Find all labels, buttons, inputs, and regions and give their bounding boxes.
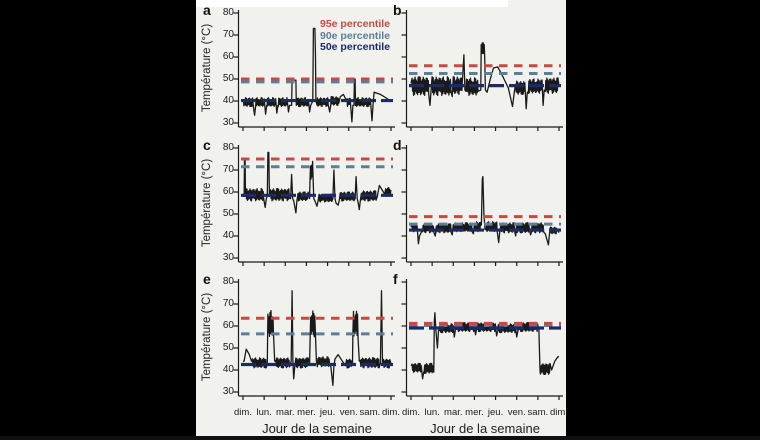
x-tick-label: lun. bbox=[256, 407, 272, 418]
panel-d-series bbox=[410, 175, 560, 246]
panel-b-series bbox=[410, 42, 560, 110]
panel-label-c: c bbox=[203, 137, 211, 153]
y-tick-label: 50 bbox=[222, 342, 234, 353]
panel-label-f: f bbox=[393, 271, 398, 287]
y-tick-label: 70 bbox=[222, 298, 234, 309]
left-black-bar bbox=[0, 0, 196, 440]
x-tick-label: sam. bbox=[527, 407, 549, 418]
x-tick-label: sam. bbox=[359, 407, 381, 418]
y-tick-label: 30 bbox=[222, 117, 234, 128]
x-tick-label: dim. bbox=[234, 407, 252, 418]
y-tick-label: 30 bbox=[222, 252, 234, 263]
x-tick-label: mar. bbox=[276, 407, 295, 418]
y-tick-label: 40 bbox=[222, 230, 234, 241]
x-axis-label-left: Jour de la semaine bbox=[262, 421, 372, 436]
y-tick-label: 80 bbox=[222, 276, 234, 287]
x-axis-label-right: Jour de la semaine bbox=[430, 421, 540, 436]
panel-label-a: a bbox=[203, 2, 211, 18]
panel-label-b: b bbox=[393, 2, 402, 18]
y-tick-label: 70 bbox=[222, 164, 234, 175]
x-tick-label: jeu. bbox=[487, 407, 504, 418]
y-tick-label: 70 bbox=[222, 29, 234, 40]
y-tick-label: 40 bbox=[222, 95, 234, 106]
y-tick-label: 40 bbox=[222, 364, 234, 375]
y-tick-label: 50 bbox=[222, 208, 234, 219]
x-tick-label: lun. bbox=[424, 407, 440, 418]
panel-e-series bbox=[243, 290, 392, 387]
legend-item-50e: 50e percentile bbox=[320, 41, 391, 53]
y-tick-label: 60 bbox=[222, 320, 234, 331]
legend: 95e percentile 90e percentile 50e percen… bbox=[320, 18, 391, 54]
panel-label-d: d bbox=[393, 137, 402, 153]
x-tick-label: ven. bbox=[339, 407, 358, 418]
y-tick-label: 50 bbox=[222, 73, 234, 84]
x-tick-label: dim. bbox=[402, 407, 420, 418]
panel-label-e: e bbox=[203, 271, 211, 287]
right-black-bar bbox=[566, 0, 760, 440]
y-tick-label: 80 bbox=[222, 7, 234, 18]
x-tick-label: ven. bbox=[507, 407, 526, 418]
x-tick-label: dim. bbox=[550, 407, 568, 418]
legend-item-95e: 95e percentile bbox=[320, 18, 391, 30]
x-tick-label: jeu. bbox=[319, 407, 336, 418]
top-white-strip bbox=[196, 0, 508, 7]
panel-c-series bbox=[243, 151, 392, 214]
y-tick-label: 60 bbox=[222, 51, 234, 62]
x-tick-label: mar. bbox=[444, 407, 463, 418]
y-tick-label: 30 bbox=[222, 386, 234, 397]
y-tick-label: 80 bbox=[222, 142, 234, 153]
x-tick-label: dim. bbox=[382, 407, 400, 418]
x-tick-label: mer. bbox=[465, 407, 484, 418]
legend-item-90e: 90e percentile bbox=[320, 29, 391, 42]
y-tick-label: 60 bbox=[222, 186, 234, 197]
bottom-dark-strip bbox=[0, 436, 760, 440]
x-tick-label: mer. bbox=[297, 407, 316, 418]
